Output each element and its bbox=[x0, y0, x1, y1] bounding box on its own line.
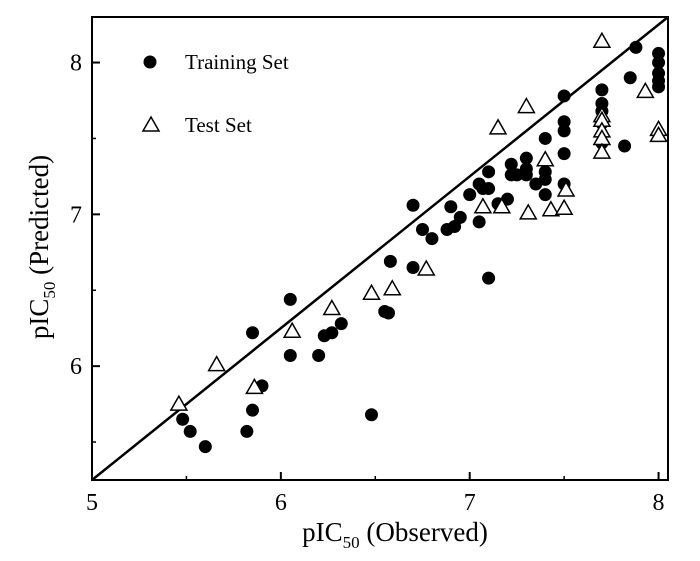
x-tick-label: 5 bbox=[86, 490, 98, 516]
training-point bbox=[246, 403, 260, 417]
training-point bbox=[415, 223, 429, 237]
training-point bbox=[283, 292, 297, 306]
x-tick-label: 7 bbox=[464, 490, 476, 516]
training-point bbox=[510, 168, 524, 182]
training-point bbox=[383, 254, 397, 268]
test-point bbox=[282, 321, 302, 338]
test-point bbox=[554, 198, 574, 216]
test-point bbox=[535, 150, 555, 167]
training-point bbox=[198, 440, 212, 454]
test-point bbox=[207, 355, 226, 372]
training-point bbox=[482, 165, 496, 179]
legend-label: Training Set bbox=[185, 50, 289, 74]
training-point bbox=[519, 168, 533, 182]
test-point bbox=[382, 279, 402, 296]
training-point bbox=[504, 157, 518, 171]
test-point bbox=[245, 377, 264, 395]
training-point bbox=[183, 424, 197, 438]
training-point bbox=[365, 408, 379, 422]
test-point bbox=[322, 298, 342, 316]
training-point bbox=[652, 80, 666, 94]
test-point bbox=[492, 197, 512, 214]
training-point bbox=[406, 198, 420, 212]
training-point bbox=[312, 349, 326, 363]
regression-line bbox=[91, 16, 669, 481]
legend-label: Test Set bbox=[185, 113, 252, 137]
legend: Training Set Test Set bbox=[141, 50, 289, 137]
training-point bbox=[176, 412, 190, 426]
legend-marker-training bbox=[143, 55, 157, 69]
training-point bbox=[557, 147, 571, 161]
test-point bbox=[649, 125, 668, 143]
training-point bbox=[482, 271, 496, 285]
training-point bbox=[453, 210, 467, 224]
training-point bbox=[557, 124, 571, 138]
test-point bbox=[473, 197, 493, 214]
training-point bbox=[472, 215, 486, 229]
plot-frame bbox=[91, 16, 669, 481]
training-point bbox=[618, 139, 632, 153]
training-point bbox=[595, 83, 609, 97]
x-tick-label: 6 bbox=[275, 490, 287, 516]
training-point bbox=[629, 40, 643, 54]
test-point bbox=[541, 200, 561, 217]
training-point bbox=[325, 326, 339, 340]
training-point bbox=[519, 151, 533, 165]
training-point bbox=[482, 182, 496, 196]
x-axis-title: pIC50 (Observed) bbox=[302, 517, 488, 552]
y-tick-label: 7 bbox=[70, 202, 82, 228]
test-point bbox=[488, 118, 508, 135]
y-axis-title: pIC50 (Predicted) bbox=[24, 155, 59, 339]
axis-ticks: 5 6 7 8 6 7 8 bbox=[70, 51, 665, 516]
training-point bbox=[538, 188, 552, 202]
training-point bbox=[334, 317, 348, 331]
test-point bbox=[517, 97, 536, 114]
training-point bbox=[538, 131, 552, 145]
training-point bbox=[246, 326, 260, 340]
test-point bbox=[636, 81, 655, 99]
test-point bbox=[416, 259, 436, 276]
test-point bbox=[556, 180, 576, 197]
training-point bbox=[444, 200, 458, 214]
test-point bbox=[169, 394, 189, 411]
training-point bbox=[283, 349, 297, 363]
training-point bbox=[652, 46, 666, 60]
plot-area bbox=[91, 16, 669, 481]
training-point bbox=[538, 172, 552, 186]
data-marks bbox=[91, 16, 669, 481]
training-point bbox=[557, 115, 571, 129]
training-point bbox=[652, 56, 666, 70]
test-point bbox=[518, 203, 538, 220]
training-point bbox=[406, 260, 420, 274]
training-point bbox=[463, 188, 477, 202]
x-tick-label: 8 bbox=[653, 490, 665, 516]
training-point bbox=[381, 306, 395, 320]
test-point bbox=[362, 283, 381, 301]
test-point bbox=[592, 142, 612, 159]
training-point bbox=[240, 424, 254, 438]
legend-marker-test bbox=[141, 115, 161, 132]
y-tick-label: 8 bbox=[70, 51, 82, 77]
training-point bbox=[557, 89, 571, 103]
training-point bbox=[623, 71, 637, 85]
y-tick-label: 6 bbox=[70, 354, 82, 380]
training-point bbox=[425, 232, 439, 246]
test-point bbox=[592, 31, 612, 49]
